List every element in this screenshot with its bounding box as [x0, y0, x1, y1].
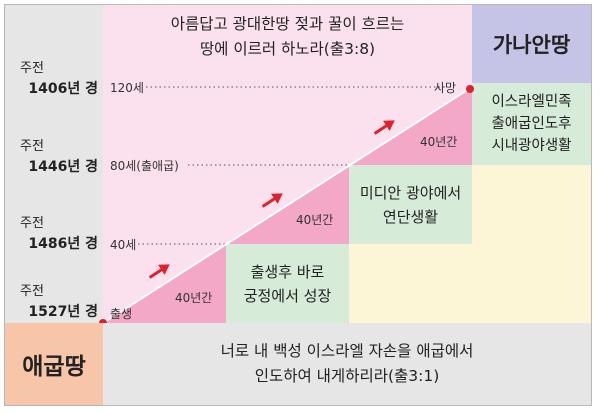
stage2-duration: 40년간	[296, 213, 334, 227]
era-prefix: 주전	[20, 284, 44, 299]
birth-label: 출생	[110, 307, 133, 321]
age120-label: 120세	[110, 81, 144, 95]
era-year: 1446년 경	[28, 159, 98, 175]
era-1486: 주전 1486년 경	[12, 213, 98, 255]
death-point	[466, 85, 474, 93]
canaan-label: 가나안땅	[472, 5, 591, 83]
stage1-caption: 출생후 바로 궁정에서 성장	[226, 244, 349, 323]
era-prefix: 주전	[20, 139, 44, 154]
era-year: 1486년 경	[28, 236, 98, 252]
progress-arrow-icon	[373, 120, 395, 135]
age80-label: 80세(출애굽)	[110, 159, 179, 173]
stage3-caption: 이스라엘민족 출애굽인도후 시내광야생활	[472, 83, 591, 165]
stage1-caption-line1: 출생후 바로	[250, 262, 325, 281]
era-prefix: 주전	[20, 216, 44, 231]
stage2-caption-line1: 미디안 광야에서	[359, 183, 462, 202]
stage3-duration: 40년간	[420, 135, 458, 149]
era-year: 1406년 경	[28, 81, 98, 97]
progress-arrow-icon	[261, 193, 283, 208]
stage3-caption-line2: 출애굽인도후	[491, 116, 572, 132]
egypt-label: 애굽땅	[5, 323, 103, 405]
promise-quote-line2: 땅에 이르러 하노라(출3:8)	[199, 40, 376, 58]
era-year: 1527년 경	[28, 304, 98, 320]
age40-label: 40세	[110, 238, 137, 252]
death-label: 사망	[434, 81, 457, 95]
promise-quote-line1: 아름답고 광대한땅 젖과 꿀이 흐르는	[170, 15, 405, 33]
stage2-caption-line2: 연단생활	[382, 207, 439, 226]
era-1446: 주전 1446년 경	[12, 136, 98, 178]
stage2-caption: 미디안 광야에서 연단생활	[349, 165, 472, 244]
calling-quote-box: 너로 내 백성 이스라엘 자손을 애굽에서 인도하여 내게하리라(출3:1)	[103, 323, 591, 405]
era-1406: 주전 1406년 경	[12, 58, 98, 100]
stage3-caption-line1: 이스라엘민족	[491, 94, 572, 110]
timeline-diagonal	[102, 86, 473, 324]
era-column	[5, 5, 103, 323]
era-1527: 주전 1527년 경	[12, 281, 98, 323]
calling-quote-line1: 너로 내 백성 이스라엘 자손을 애굽에서	[220, 342, 474, 360]
stage1-caption-line2: 궁정에서 성장	[243, 286, 332, 305]
empty-cell	[349, 244, 472, 323]
calling-quote-line2: 인도하여 내게하리라(출3:1)	[254, 367, 440, 385]
progress-arrow-icon	[148, 264, 170, 279]
empty-cell	[472, 165, 591, 323]
era-prefix: 주전	[20, 61, 44, 76]
promise-quote-box: 아름답고 광대한땅 젖과 꿀이 흐르는 땅에 이르러 하노라(출3:8)	[103, 5, 472, 83]
stage3-caption-line3: 시내광야생활	[491, 138, 572, 154]
stage1-duration: 40년간	[175, 291, 213, 305]
diagram-frame	[4, 4, 592, 406]
